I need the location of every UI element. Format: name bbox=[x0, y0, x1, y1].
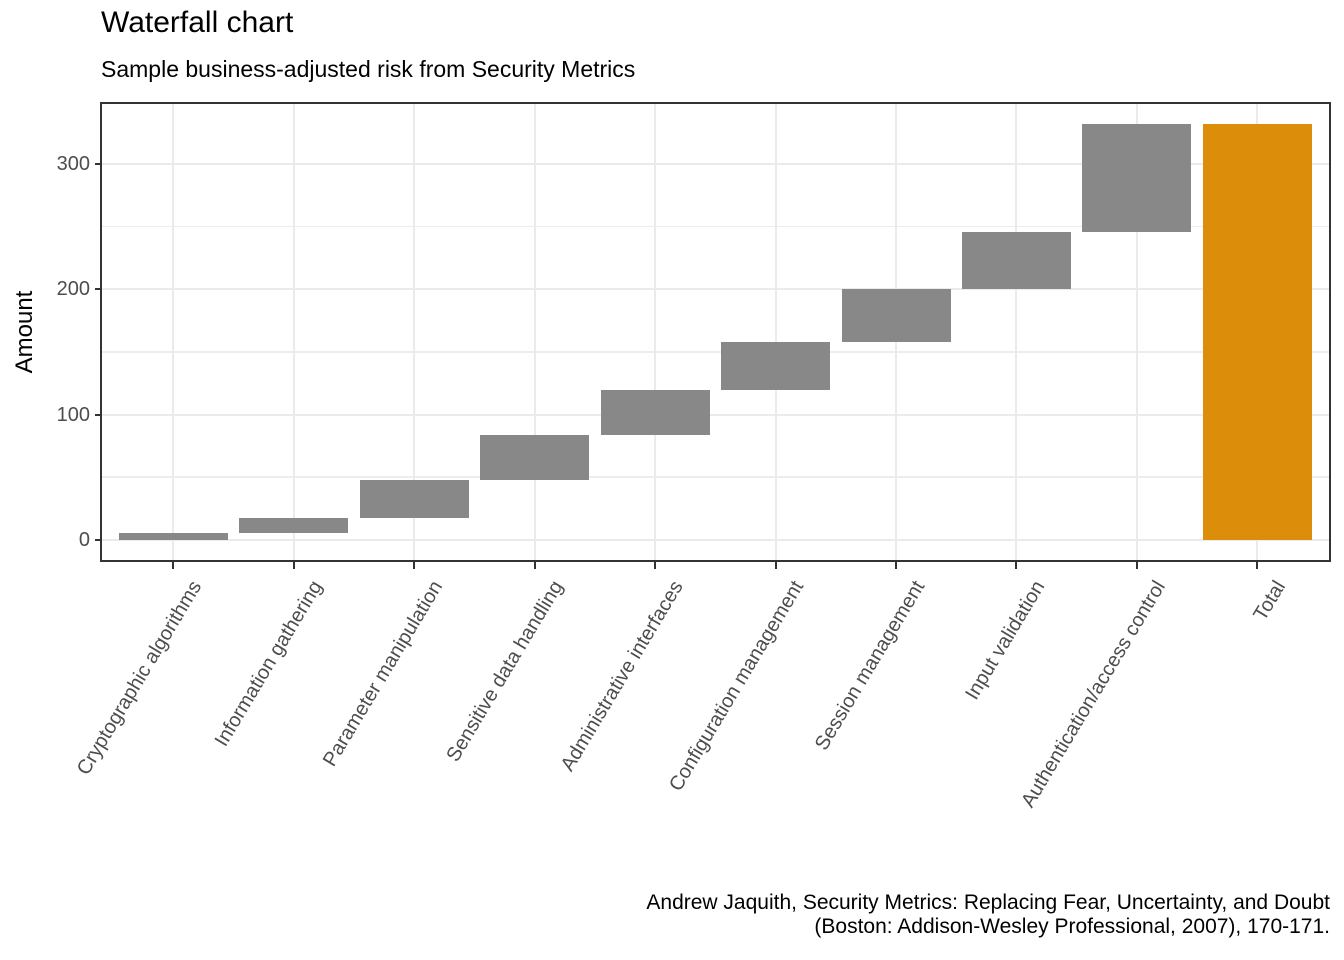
x-category-label: Session management bbox=[810, 577, 929, 755]
y-tick-label: 0 bbox=[78, 529, 90, 551]
x-tick bbox=[654, 561, 657, 569]
y-axis-title: Amount bbox=[11, 290, 38, 374]
plot-panel bbox=[99, 101, 1331, 562]
x-category-label: Parameter manipulation bbox=[318, 577, 448, 771]
chart-subtitle: Sample business-adjusted risk from Secur… bbox=[101, 56, 636, 82]
x-tick bbox=[172, 561, 175, 569]
x-category-label: Sensitive data handling bbox=[442, 577, 568, 766]
caption-line-2: (Boston: Addison-Wesley Professional, 20… bbox=[814, 914, 1330, 938]
x-tick bbox=[774, 561, 777, 569]
caption-line-1: Andrew Jaquith, Security Metrics: Replac… bbox=[646, 891, 1330, 914]
x-tick bbox=[413, 561, 416, 569]
x-category-label: Administrative interfaces bbox=[556, 577, 688, 776]
x-category-label: Input validation bbox=[961, 577, 1050, 704]
x-tick bbox=[1256, 561, 1259, 569]
x-tick bbox=[533, 561, 536, 569]
x-tick bbox=[1135, 561, 1138, 569]
x-tick bbox=[895, 561, 897, 569]
x-tick bbox=[292, 561, 295, 569]
y-tick-label: 300 bbox=[56, 152, 90, 175]
x-category-label: Information gathering bbox=[210, 577, 327, 751]
chart-title: Waterfall chart bbox=[101, 6, 294, 39]
x-category-label: Configuration management bbox=[665, 577, 809, 796]
x-category-label: Total bbox=[1249, 577, 1291, 625]
x-tick bbox=[1015, 561, 1018, 569]
x-category-label: Cryptographic algorithms bbox=[72, 577, 207, 779]
x-category-label: Authentication/access control bbox=[1016, 577, 1170, 812]
caption: Andrew Jaquith, Security Metrics: Replac… bbox=[646, 891, 1330, 938]
